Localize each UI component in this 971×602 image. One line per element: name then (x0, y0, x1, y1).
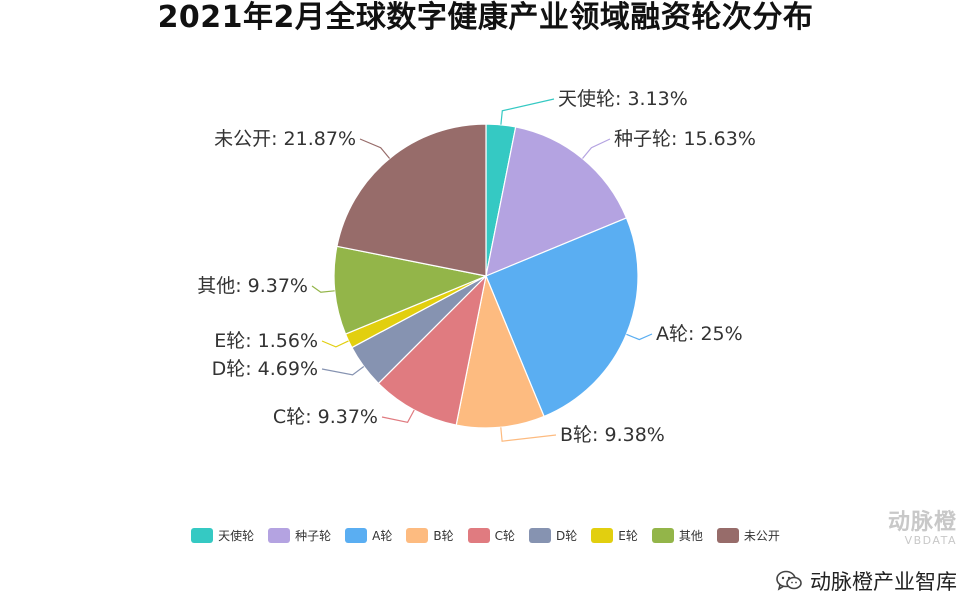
legend-swatch (345, 528, 368, 543)
legend-item-6[interactable]: D轮 (529, 527, 577, 544)
watermark-subtitle: VBDATA (904, 534, 957, 547)
slice-label-3: A轮: 25% (656, 323, 743, 345)
chart-title: 2021年2月全球数字健康产业领域融资轮次分布 (157, 0, 814, 35)
leader-line-9 (359, 138, 391, 159)
legend-item-8[interactable]: 其他 (651, 527, 703, 544)
watermark-logo: 动脉橙 VBDATA (837, 504, 957, 547)
slice-label-9: 未公开: 21.87% (214, 128, 356, 150)
pie-leader-lines (311, 98, 653, 442)
legend-label: 种子轮 (295, 529, 332, 543)
slice-label-7: E轮: 1.56% (214, 330, 318, 352)
leader-line-3 (626, 333, 653, 341)
leader-line-6 (321, 366, 365, 376)
leader-line-7 (321, 340, 349, 348)
legend-item-4[interactable]: B轮 (406, 527, 454, 544)
legend-item-1[interactable]: 天使轮 (191, 527, 254, 544)
legend-label: 天使轮 (218, 529, 255, 543)
legend-item-3[interactable]: A轮 (345, 527, 392, 544)
pie-slice-2 (485, 126, 628, 277)
watermark-name: 动脉橙 (887, 510, 957, 535)
legend-item-2[interactable]: 种子轮 (268, 527, 331, 544)
slice-label-4: B轮: 9.38% (560, 424, 665, 446)
legend-label: 其他 (678, 529, 703, 543)
pie-slice-5 (377, 274, 487, 426)
slice-label-5: C轮: 9.37% (273, 406, 378, 428)
legend-swatch (529, 528, 551, 543)
leader-line-8 (311, 285, 335, 293)
legend-swatch (406, 528, 429, 543)
legend-swatch (591, 528, 614, 543)
leader-line-4 (500, 427, 557, 442)
legend-label: C轮 (494, 529, 515, 543)
leader-line-5 (381, 409, 415, 423)
legend-swatch (467, 528, 490, 543)
leader-line-2 (582, 138, 611, 159)
slice-label-2: 种子轮: 15.63% (614, 128, 756, 150)
legend-swatch (651, 528, 674, 543)
pie-slice-9 (336, 123, 487, 277)
legend-item-7[interactable]: E轮 (591, 527, 638, 544)
legend-label: D轮 (556, 529, 578, 543)
slice-label-1: 天使轮: 3.13% (558, 88, 688, 110)
legend-label: B轮 (433, 529, 454, 543)
legend-swatch (716, 528, 739, 543)
footer-source: 动脉橙产业智库 (776, 566, 957, 596)
legend-item-9[interactable]: 未公开 (716, 527, 780, 544)
footer-text: 动脉橙产业智库 (810, 570, 957, 594)
leader-line-1 (500, 98, 555, 125)
pie-slice-4 (455, 273, 545, 429)
pie-slices (333, 123, 639, 429)
chart-legend: 天使轮 种子轮 A轮 B轮 C轮 D轮 E轮 其他 未公开 (0, 527, 971, 544)
legend-label: 未公开 (743, 529, 780, 543)
legend-swatch (268, 528, 291, 543)
legend-item-5[interactable]: C轮 (467, 527, 515, 544)
slice-label-8: 其他: 9.37% (197, 275, 308, 297)
slice-label-6: D轮: 4.69% (212, 358, 318, 380)
wechat-icon (776, 570, 802, 591)
legend-label: A轮 (372, 529, 393, 543)
legend-swatch (191, 528, 214, 543)
legend-label: E轮 (618, 529, 638, 543)
pie-labels: 天使轮: 3.13% 种子轮: 15.63% A轮: 25% B轮: 9.38% C轮:… (197, 88, 756, 446)
pie-slice-8 (333, 245, 489, 335)
